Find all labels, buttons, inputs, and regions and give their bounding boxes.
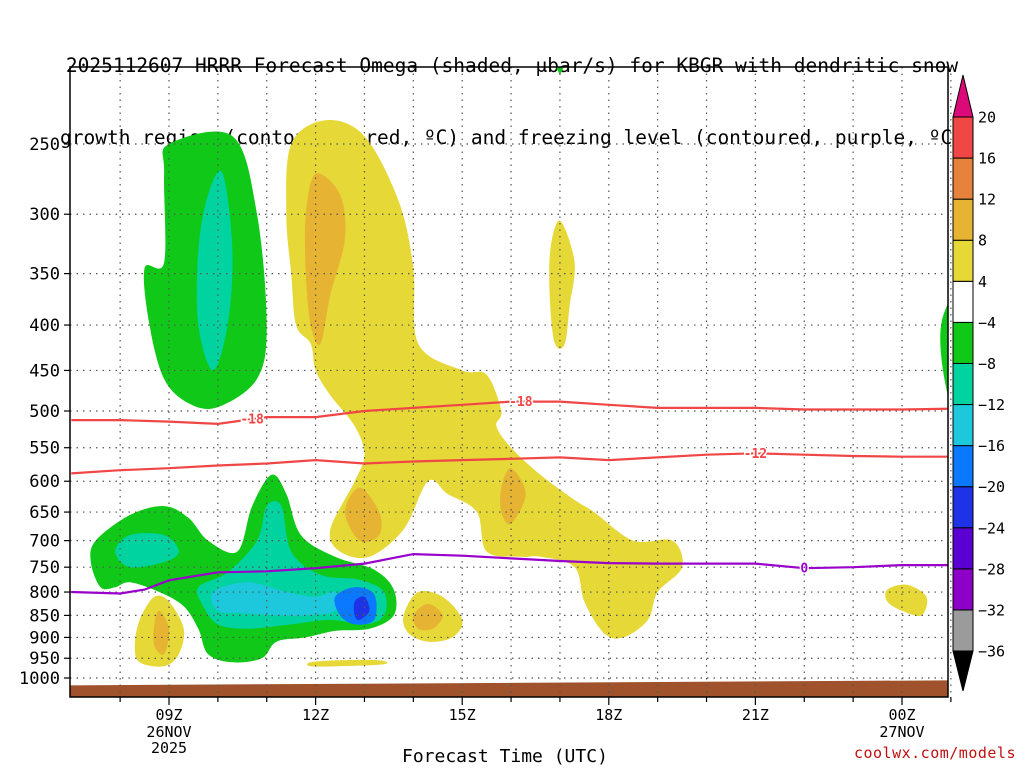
- y-tick-label-400: 400: [29, 316, 60, 336]
- axes-layer: 2503003504004505005506006507007508008509…: [19, 66, 952, 757]
- y-tick-label-650: 650: [29, 503, 60, 523]
- grid-layer: [70, 67, 952, 697]
- colorbar-label-1: −32: [978, 601, 1005, 619]
- colorbar-bin-6: [952, 362, 974, 406]
- omega-shading-layer: [90, 67, 948, 667]
- y-tick-label-500: 500: [29, 402, 60, 422]
- colorbar-label-12: 16: [978, 150, 996, 168]
- y-tick-label-700: 700: [29, 532, 60, 552]
- y-tick-label-1000: 1000: [19, 669, 60, 689]
- y-tick-label-250: 250: [29, 135, 60, 155]
- plot-frame: [69, 66, 949, 698]
- colorbar-bin-10: [952, 198, 974, 241]
- x-tick-label-21Z: 21Z: [742, 706, 769, 724]
- y-tick-label-850: 850: [29, 606, 60, 626]
- y-tick-label-800: 800: [29, 583, 60, 603]
- x-tick-year-09Z: 2025: [151, 739, 187, 757]
- colorbar-bin-0: [952, 609, 974, 652]
- omega-region-16: [412, 603, 443, 631]
- y-tick-label-950: 950: [29, 649, 60, 669]
- terrain-layer: [70, 680, 948, 697]
- y-tick-label-300: 300: [29, 205, 60, 225]
- contour-line-3: [71, 552, 948, 595]
- y-tick-label-900: 900: [29, 628, 60, 648]
- credit-text: coolwx.com/models: [853, 744, 1016, 762]
- colorbar-bin-12: [952, 116, 974, 159]
- colorbar-label-6: −12: [978, 396, 1005, 414]
- contour-label-3: 0: [800, 562, 808, 577]
- contour-line-0: [71, 400, 948, 426]
- x-tick-label-00Z: 00Z: [888, 706, 915, 724]
- omega-region-5: [210, 582, 339, 616]
- colorbar-label-13: 20: [978, 109, 996, 127]
- y-tick-label-550: 550: [29, 439, 60, 459]
- y-tick-label-350: 350: [29, 265, 60, 285]
- omega-region-8: [286, 119, 683, 639]
- omega-region-1: [196, 170, 233, 371]
- colorbar-under-arrow: [952, 650, 974, 692]
- omega-region-12: [549, 220, 575, 349]
- x-tick-date-09Z: 26NOV: [146, 723, 191, 741]
- contour-layer: -18 -18 -12 0: [71, 394, 948, 595]
- x-tick-label-15Z: 15Z: [449, 706, 476, 724]
- colorbar-label-8: −4: [978, 314, 996, 332]
- x-tick-date-00Z: 27NOV: [879, 723, 924, 741]
- colorbar-label-9: 4: [978, 273, 987, 291]
- contour-label-1: -18: [509, 395, 533, 410]
- colorbar-bin-2: [952, 527, 974, 570]
- x-tick-label-18Z: 18Z: [595, 706, 622, 724]
- y-tick-label-600: 600: [29, 472, 60, 492]
- x-tick-label-12Z: 12Z: [302, 706, 329, 724]
- colorbar-bin-8: [952, 280, 974, 323]
- colorbar-bin-5: [952, 404, 974, 447]
- colorbar-bin-4: [952, 445, 974, 488]
- omega-region-3: [115, 533, 179, 568]
- omega-region-11: [500, 468, 526, 525]
- colorbar-bin-11: [952, 157, 974, 200]
- x-axis-label: Forecast Time (UTC): [402, 746, 608, 767]
- omega-region-7: [353, 596, 370, 621]
- y-tick-label-750: 750: [29, 558, 60, 578]
- chart-title: 2025112607 HRRR Forecast Omega (shaded, …: [0, 6, 1024, 174]
- colorbar-label-3: −24: [978, 519, 1005, 537]
- terrain-fill: [70, 680, 948, 697]
- contour-label-0: -18: [240, 413, 264, 428]
- y-tick-label-450: 450: [29, 361, 60, 381]
- colorbar-bin-3: [952, 486, 974, 529]
- colorbar-bin-1: [952, 568, 974, 611]
- colorbar-bin-7: [952, 321, 974, 364]
- omega-region-14: [153, 610, 170, 655]
- omega-region-18: [885, 584, 928, 617]
- omega-region-19: [940, 303, 948, 397]
- omega-region-10: [344, 487, 382, 543]
- colorbar-label-4: −20: [978, 478, 1005, 496]
- colorbar-over-arrow: [952, 74, 974, 118]
- colorbar-label-7: −8: [978, 355, 996, 373]
- colorbar-label-0: −36: [978, 643, 1005, 661]
- colorbar-label-10: 8: [978, 232, 987, 250]
- colorbar-layer: −36 −32 −28 −24 −20 −16 −12 −8 −4 4 8 12 16 20: [952, 74, 1005, 692]
- omega-region-17: [307, 659, 388, 667]
- colorbar-label-2: −28: [978, 560, 1005, 578]
- contour-line-2: [71, 452, 948, 475]
- chart-title-line1: 2025112607 HRRR Forecast Omega (shaded, …: [65, 54, 959, 77]
- omega-top-marker: [555, 67, 564, 75]
- colorbar-label-5: −16: [978, 437, 1005, 455]
- colorbar-bin-9: [952, 239, 974, 282]
- colorbar-label-11: 12: [978, 191, 996, 209]
- x-tick-label-09Z: 09Z: [155, 706, 182, 724]
- contour-label-2: -12: [744, 447, 767, 462]
